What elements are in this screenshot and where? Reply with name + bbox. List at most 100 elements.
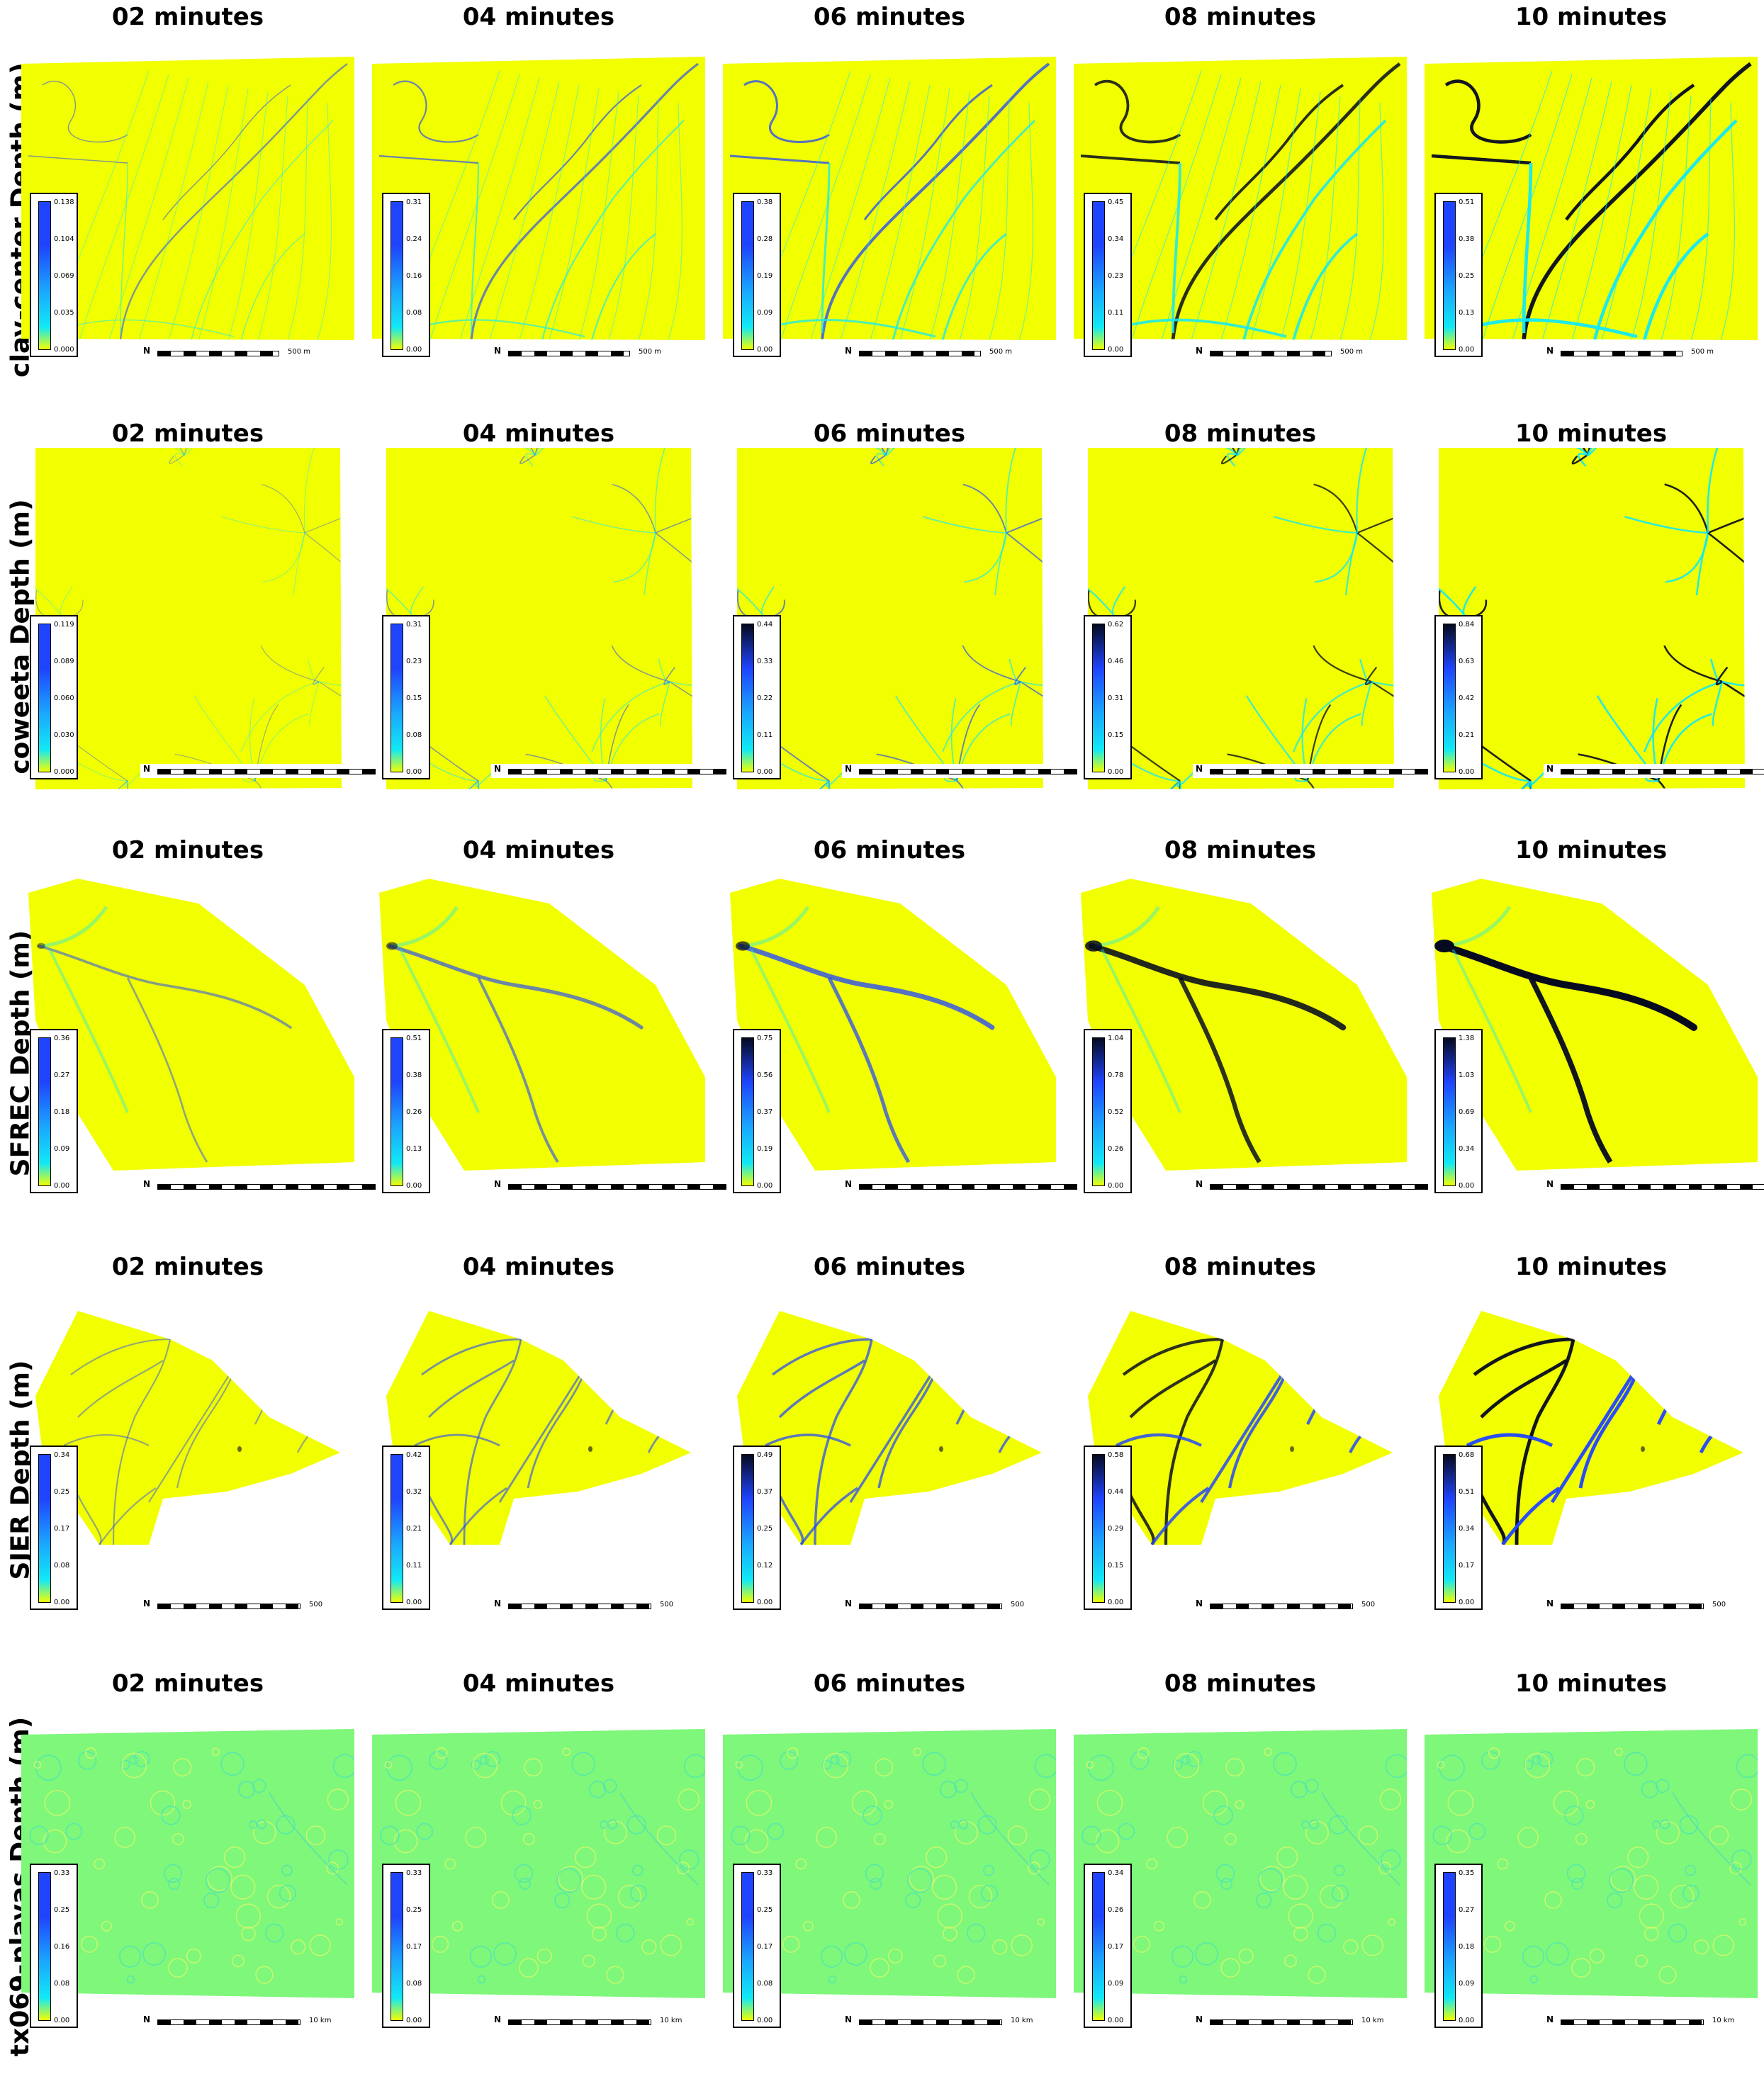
scale-bar-graphic: [157, 1604, 300, 1609]
scale-bar: N 500: [1193, 1599, 1441, 1613]
scale-bar: N: [491, 764, 739, 778]
depth-map: [1074, 879, 1410, 1229]
scale-bar-graphic: [1561, 2019, 1704, 2025]
colorbar: [1092, 1454, 1105, 1603]
depth-map: [723, 1729, 1060, 2079]
colorbar-legend: 0.33 0.25 0.17 0.08 0.00: [733, 1864, 781, 2028]
colorbar: [1092, 624, 1105, 772]
panel-title: 04 minutes: [462, 1669, 615, 1698]
scale-bar-graphic: [157, 2019, 300, 2025]
scale-bar-label: 10 km: [660, 2017, 682, 2024]
scale-bar: N 500 m: [1193, 346, 1370, 360]
north-arrow-icon: N: [494, 764, 502, 774]
colorbar-tick-label: 0.00: [54, 1182, 70, 1190]
colorbar-tick-label: 0.26: [1108, 1145, 1124, 1153]
scale-bar-graphic: [1561, 769, 1764, 774]
scale-bar-graphic: [1561, 351, 1682, 356]
panel-title: 06 minutes: [813, 836, 966, 864]
colorbar-legend: 0.42 0.32 0.21 0.11 0.00: [382, 1446, 430, 1610]
colorbar-legend: 0.34 0.26 0.17 0.09 0.00: [1084, 1864, 1132, 2028]
colorbar: [741, 201, 754, 350]
colorbar-tick-label: 0.09: [757, 309, 773, 317]
scale-bar: N: [842, 764, 1090, 778]
colorbar-tick-label: 0.00: [406, 346, 422, 354]
scale-bar-graphic: [508, 351, 630, 356]
colorbar-tick-label: 1.38: [1459, 1035, 1475, 1042]
colorbar-tick-label: 0.28: [757, 235, 773, 243]
scale-bar-graphic: [157, 351, 279, 356]
colorbar-tick-label: 0.00: [757, 768, 773, 776]
colorbar-tick-label: 0.36: [54, 1035, 70, 1042]
north-arrow-icon: N: [143, 2015, 151, 2024]
colorbar-tick-label: 0.17: [406, 1943, 422, 1951]
colorbar-tick-label: 0.24: [406, 235, 422, 243]
colorbar: [1092, 1872, 1105, 2021]
colorbar-tick-label: 0.26: [1108, 1906, 1124, 1914]
colorbar-tick-label: 0.00: [1108, 768, 1124, 776]
colorbar-tick-label: 0.25: [54, 1488, 70, 1496]
colorbar-tick-label: 0.104: [54, 235, 74, 243]
colorbar-tick-label: 0.08: [54, 1562, 70, 1570]
colorbar-tick-label: 0.19: [757, 1145, 773, 1153]
panel-title: 06 minutes: [813, 3, 966, 31]
panel-title: 08 minutes: [1164, 3, 1317, 31]
depth-map: [372, 448, 709, 798]
scale-bar-graphic: [1210, 1184, 1428, 1190]
depth-map: [21, 879, 358, 1229]
colorbar-tick-label: 0.035: [54, 309, 74, 317]
north-arrow-icon: N: [845, 764, 853, 774]
colorbar-tick-label: 0.00: [406, 768, 422, 776]
scale-bar-label: 500 m: [288, 348, 311, 356]
north-arrow-icon: N: [1546, 2015, 1554, 2024]
colorbar: [1092, 1037, 1105, 1186]
colorbar-tick-label: 0.27: [54, 1071, 70, 1079]
colorbar-legend: 1.04 0.78 0.52 0.26 0.00: [1084, 1029, 1132, 1193]
scale-bar: N 500: [842, 1599, 1090, 1613]
panel-title: 10 minutes: [1515, 1253, 1668, 1281]
panel-title: 04 minutes: [462, 1253, 615, 1281]
north-arrow-icon: N: [1196, 1599, 1203, 1608]
colorbar-legend: 0.31 0.24 0.16 0.08 0.00: [382, 193, 430, 357]
scale-bar: N: [140, 1179, 388, 1193]
colorbar-tick-label: 0.19: [757, 272, 773, 280]
colorbar-tick-label: 0.13: [406, 1145, 422, 1153]
north-arrow-icon: N: [1546, 346, 1554, 356]
colorbar-tick-label: 0.21: [406, 1525, 422, 1533]
colorbar-tick-label: 0.17: [1459, 1562, 1475, 1570]
scale-bar: N: [842, 1179, 1090, 1193]
colorbar-tick-label: 0.17: [1108, 1943, 1124, 1951]
colorbar-tick-label: 0.00: [1459, 1182, 1475, 1190]
colorbar-legend: 0.49 0.37 0.25 0.12 0.00: [733, 1446, 781, 1610]
colorbar-tick-label: 0.00: [1108, 346, 1124, 354]
scale-bar-graphic: [859, 1184, 1077, 1190]
scale-bar-graphic: [859, 769, 1077, 774]
colorbar: [1443, 1454, 1456, 1603]
colorbar-tick-label: 0.21: [1459, 731, 1475, 739]
scale-bar: N 10 km: [1193, 2015, 1441, 2029]
scale-bar-graphic: [1561, 1184, 1764, 1190]
north-arrow-icon: N: [494, 1179, 502, 1189]
colorbar: [38, 1872, 51, 2021]
colorbar-tick-label: 0.00: [406, 2017, 422, 2024]
colorbar-tick-label: 0.15: [1108, 1562, 1124, 1570]
colorbar-legend: 0.44 0.33 0.22 0.11 0.00: [733, 615, 781, 779]
north-arrow-icon: N: [143, 346, 151, 356]
colorbar-tick-label: 0.00: [406, 1599, 422, 1606]
colorbar-tick-label: 0.51: [406, 1035, 422, 1042]
panel-title: 04 minutes: [462, 419, 615, 448]
colorbar-tick-label: 0.31: [406, 621, 422, 629]
colorbar: [391, 1454, 403, 1603]
colorbar-legend: 0.58 0.44 0.29 0.15 0.00: [1084, 1446, 1132, 1610]
scale-bar-graphic: [157, 1184, 376, 1190]
colorbar-tick-label: 0.42: [1459, 694, 1475, 702]
panel-title: 06 minutes: [813, 419, 966, 448]
panel-title: 10 minutes: [1515, 3, 1668, 31]
panel-title: 02 minutes: [111, 3, 264, 31]
colorbar-tick-label: 0.00: [1459, 768, 1475, 776]
north-arrow-icon: N: [1546, 1179, 1554, 1189]
north-arrow-icon: N: [1196, 346, 1203, 356]
colorbar-legend: 0.34 0.25 0.17 0.08 0.00: [30, 1446, 78, 1610]
scale-bar: N 500 m: [1544, 346, 1721, 360]
colorbar: [1443, 1037, 1456, 1186]
scale-bar-graphic: [859, 351, 981, 356]
